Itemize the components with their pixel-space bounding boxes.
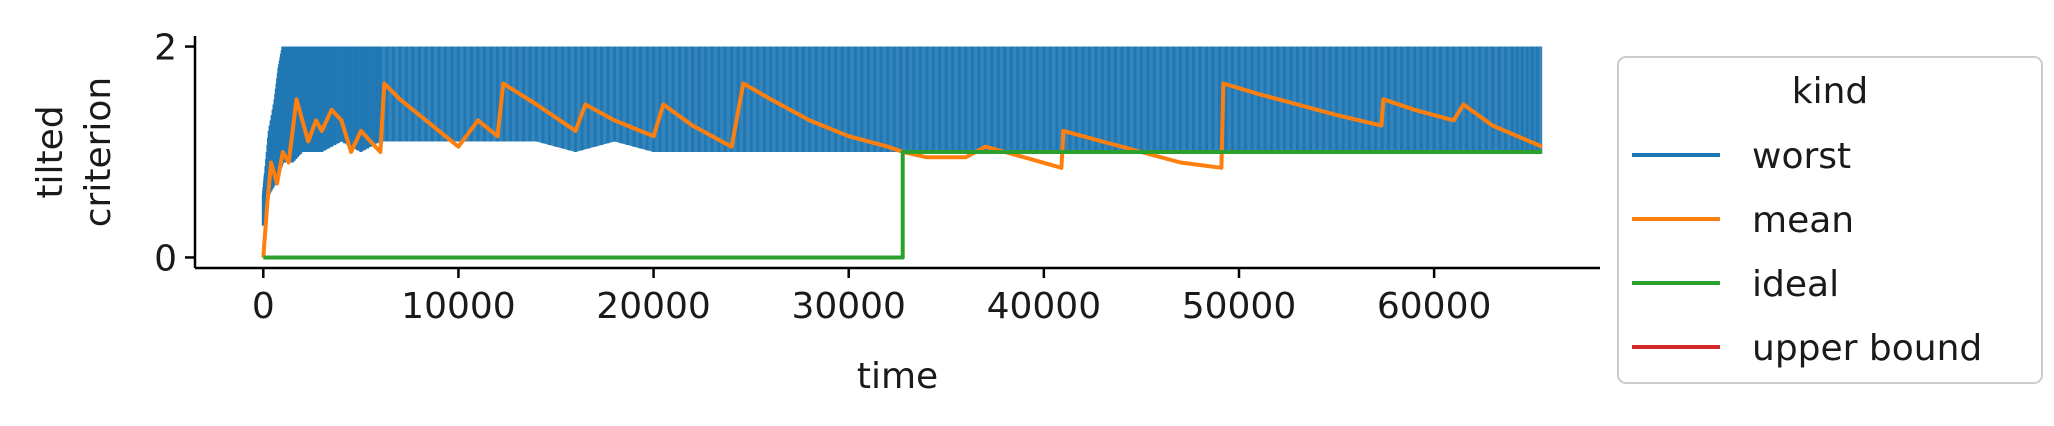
legend-title: kind (1792, 71, 1869, 112)
y-axis-title: tilted criterion (30, 77, 119, 228)
series-layer (261, 46, 1543, 260)
y-tick-label: 0 (154, 238, 177, 279)
legend-box (1617, 56, 2043, 384)
series-ideal-line (263, 150, 1543, 260)
y-axis-ticks: 02 (154, 28, 195, 279)
x-tick-label: 0 (252, 286, 275, 327)
series-worst-strokes (261, 46, 1539, 226)
y-tick-label: 2 (154, 28, 177, 69)
y-axis-title-line: tilted (30, 105, 71, 198)
x-axis-ticks: 0 10000 20000 30000 40000 50000 60000 (252, 268, 1492, 327)
legend-entries: worst mean ideal upper bound (1632, 136, 1982, 369)
x-tick-label: 30000 (791, 286, 906, 327)
legend-label-ideal: ideal (1752, 264, 1839, 305)
x-tick-label: 10000 (401, 286, 516, 327)
x-tick-label: 20000 (596, 286, 711, 327)
y-axis-title-line: criterion (78, 77, 119, 228)
x-tick-label: 40000 (987, 286, 1102, 327)
x-tick-label: 60000 (1377, 286, 1492, 327)
x-axis-title: time (857, 356, 938, 397)
plot-area (261, 46, 1543, 260)
legend-label-worst: worst (1752, 136, 1851, 177)
legend: kind worst mean ideal upper bound (1617, 56, 2043, 384)
x-tick-label: 50000 (1182, 286, 1297, 327)
legend-label-mean: mean (1752, 200, 1854, 241)
legend-label-upper-bound: upper bound (1752, 328, 1982, 369)
series-mean-line (261, 81, 1543, 258)
